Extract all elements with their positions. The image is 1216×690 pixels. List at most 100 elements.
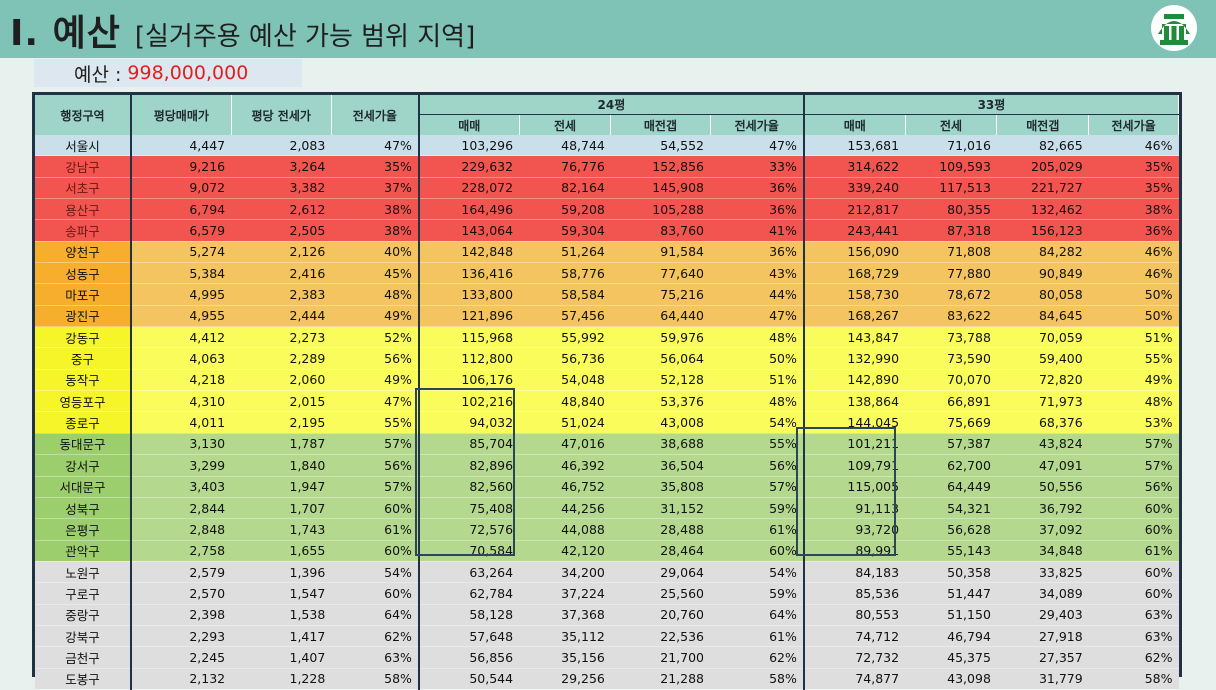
value-cell: 4,955 [130,305,232,328]
value-cell: 2,848 [130,518,232,541]
value-cell: 46% [1088,135,1179,157]
title-main: I. 예산 [10,13,121,54]
value-cell: 90,849 [996,262,1089,285]
value-cell: 5,384 [130,262,232,285]
value-cell: 62,700 [905,454,997,477]
value-cell: 56% [710,454,805,477]
value-cell: 145,908 [610,177,710,200]
value-cell: 2,015 [231,390,332,413]
value-cell: 43,098 [905,668,997,690]
value-cell: 3,299 [130,454,232,477]
value-cell: 53% [1088,411,1179,434]
value-cell: 70,059 [996,326,1089,349]
region-cell: 노원구 [35,561,132,584]
value-cell: 47% [710,305,805,328]
value-cell: 74,712 [803,625,906,648]
value-cell: 142,848 [418,241,520,264]
value-cell: 115,005 [803,476,906,498]
region-cell: 양천구 [35,241,132,264]
value-cell: 57% [1088,454,1179,477]
value-cell: 46% [1088,262,1179,285]
value-cell: 1,787 [231,433,332,456]
value-cell: 66,891 [905,390,997,413]
value-cell: 71,808 [905,241,997,264]
region-cell: 동대문구 [35,433,132,456]
value-cell: 57% [710,476,805,498]
value-cell: 72,576 [418,518,520,541]
title-bar: I. 예산 [실거주용 예산 가능 범위 지역] [0,0,1216,58]
value-cell: 2,289 [231,347,332,370]
table-row: 서초구 9,072 3,382 37% 228,072 82,164 145,908 36% 3… [35,177,1179,200]
value-cell: 91,113 [803,497,906,520]
value-cell: 3,130 [130,433,232,456]
value-cell: 27,357 [996,646,1089,669]
value-cell: 105,288 [610,198,710,221]
value-cell: 2,416 [231,262,332,285]
value-cell: 1,655 [231,540,332,562]
table-row: 서울시 4,447 2,083 47% 103,296 48,744 54,552 47% 15… [35,135,1179,157]
value-cell: 61% [331,518,420,541]
region-cell: 강서구 [35,454,132,477]
value-cell: 112,800 [418,347,520,370]
data-table: 행정구역 평당매매가 평당 전세가 전세가율 24평 33평 매매 전세 매전갭… [35,95,1179,690]
value-cell: 51% [710,369,805,392]
value-cell: 6,794 [130,198,232,221]
value-cell: 2,398 [130,604,232,626]
value-cell: 36,504 [610,454,710,477]
value-cell: 59,976 [610,326,710,349]
value-cell: 1,417 [231,625,332,648]
value-cell: 4,011 [130,411,232,434]
value-cell: 63% [331,646,420,669]
value-cell: 1,743 [231,518,332,541]
value-cell: 54% [710,411,805,434]
value-cell: 2,444 [231,305,332,328]
value-cell: 121,896 [418,305,520,328]
value-cell: 29,256 [519,668,611,690]
value-cell: 60% [1088,518,1179,541]
header-jeonse-ratio: 전세가율 [331,95,420,135]
value-cell: 31,152 [610,497,710,520]
value-cell: 28,488 [610,518,710,541]
value-cell: 64,449 [905,476,997,498]
value-cell: 2,612 [231,198,332,221]
value-cell: 84,183 [803,561,906,584]
value-cell: 1,547 [231,582,332,605]
value-cell: 58% [1088,668,1179,690]
value-cell: 34,848 [996,540,1089,562]
value-cell: 37,368 [519,604,611,626]
value-cell: 56,628 [905,518,997,541]
region-cell: 성북구 [35,497,132,520]
value-cell: 153,681 [803,135,906,157]
value-cell: 9,072 [130,177,232,200]
value-cell: 52% [331,326,420,349]
value-cell: 50,544 [418,668,520,690]
value-cell: 164,496 [418,198,520,221]
table-row: 중구 4,063 2,289 56% 112,800 56,736 56,064 50% 132… [35,347,1179,370]
value-cell: 46,752 [519,476,611,498]
value-cell: 36% [1088,219,1179,242]
value-cell: 60% [331,497,420,520]
value-cell: 57% [331,476,420,498]
value-cell: 61% [1088,540,1179,562]
value-cell: 60% [331,540,420,562]
value-cell: 58,776 [519,262,611,285]
value-cell: 35,808 [610,476,710,498]
table-row: 금천구 2,245 1,407 63% 56,856 35,156 21,700 62% 72,… [35,646,1179,669]
value-cell: 56% [331,454,420,477]
value-cell: 56,856 [418,646,520,669]
table-row: 강북구 2,293 1,417 62% 57,648 35,112 22,536 61% 74,… [35,625,1179,648]
table-row: 강남구 9,216 3,264 35% 229,632 76,776 152,856 33% 3… [35,155,1179,178]
header-33-ratio: 전세가율 [1088,114,1179,135]
value-cell: 4,412 [130,326,232,349]
value-cell: 58,584 [519,283,611,306]
value-cell: 75,669 [905,411,997,434]
value-cell: 54,048 [519,369,611,392]
value-cell: 68,376 [996,411,1089,434]
value-cell: 106,176 [418,369,520,392]
value-cell: 46% [1088,241,1179,264]
value-cell: 45% [331,262,420,285]
value-cell: 70,584 [418,540,520,562]
value-cell: 2,273 [231,326,332,349]
value-cell: 83,622 [905,305,997,328]
budget-label: 예산 : [74,63,122,86]
